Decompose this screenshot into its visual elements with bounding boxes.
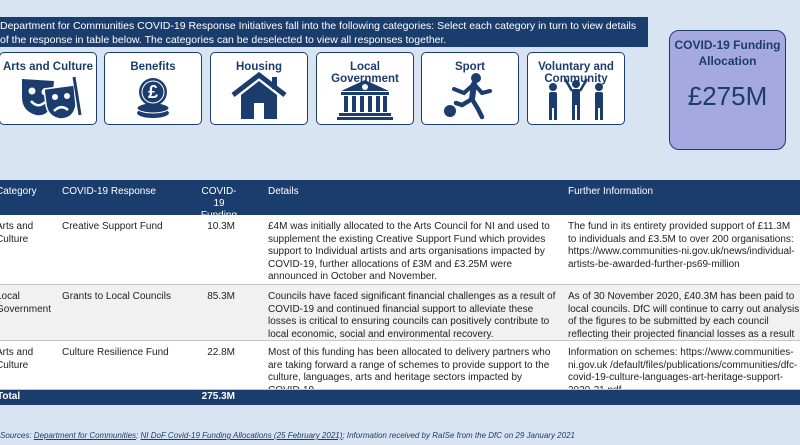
sources-suffix: ; Information received by RaISe from the… [342, 431, 575, 440]
category-label: Sport [454, 61, 486, 73]
category-label: Housing [236, 61, 282, 73]
category-local-government[interactable]: Local Government [316, 52, 414, 125]
category-label: Voluntary and Community [538, 61, 614, 85]
funding-amount: £275M [687, 81, 768, 111]
cell-info: As of 30 November 2020, £40.3M has been … [568, 291, 800, 340]
table-header: Category COVID-19 Response COVID-19 Fund… [0, 180, 800, 233]
government-building-icon [337, 80, 393, 120]
intro-banner: Department for Communities COVID-19 Resp… [0, 17, 648, 47]
table-row[interactable]: Local Government Grants to Local Council… [0, 285, 800, 341]
category-label: Local Government [331, 61, 399, 85]
table-row[interactable]: Arts and Culture Culture Resilience Fund… [0, 341, 800, 390]
table-row[interactable]: Arts and Culture Creative Support Fund 1… [0, 215, 800, 285]
house-icon [231, 71, 287, 119]
category-label: Arts and Culture [2, 61, 94, 73]
table-total-row: Total 275.3M [0, 390, 800, 405]
header-details[interactable]: Details [268, 186, 299, 197]
cell-category: Arts and Culture [0, 347, 34, 371]
cell-details: Councils have faced significant financia… [268, 291, 556, 340]
category-label: Benefits [130, 61, 176, 73]
svg-text:£: £ [148, 82, 158, 102]
total-value: 275.3M [201, 391, 235, 402]
people-group-icon [549, 78, 603, 120]
category-voluntary-and-community[interactable]: Voluntary and Community [527, 52, 625, 125]
cell-response: Culture Resilience Fund [62, 347, 169, 358]
category-benefits[interactable]: Benefits £ [104, 52, 202, 125]
football-player-icon [444, 73, 492, 120]
cell-details: Most of this funding has been allocated … [268, 347, 551, 390]
sources-separator: ; [136, 431, 141, 440]
header-category[interactable]: Category [0, 186, 37, 197]
cell-funding: 10.3M [207, 221, 235, 232]
cell-category: Arts and Culture [0, 221, 34, 245]
category-housing[interactable]: Housing [210, 52, 308, 125]
intro-text: Department for Communities COVID-19 Resp… [0, 20, 637, 46]
cell-response: Grants to Local Councils [62, 291, 171, 302]
funding-allocation-card: COVID-19 Funding Allocation £275M [669, 30, 786, 150]
cell-funding: 85.3M [207, 291, 235, 302]
sources-footnote: Sources: Department for Communities; NI … [0, 431, 800, 440]
total-label: Total [0, 391, 21, 402]
category-sport[interactable]: Sport [421, 52, 519, 125]
cell-info: The fund in its entirety provided suppor… [568, 221, 795, 270]
header-info[interactable]: Further Information [568, 186, 654, 197]
category-arts-and-culture[interactable]: Arts and Culture [0, 52, 97, 125]
header-response[interactable]: COVID-19 Response [62, 186, 156, 197]
source-link-dof[interactable]: NI DoF Covid-19 Funding Allocations (25 … [140, 431, 343, 440]
cell-info: Information on schemes: https://www.comm… [568, 347, 798, 390]
sources-prefix: Sources: [0, 431, 34, 440]
cell-response: Creative Support Fund [62, 221, 163, 232]
pound-coin-icon: £ [136, 78, 170, 118]
funding-label: COVID-19 Funding Allocation [674, 38, 781, 68]
cell-details: £4M was initially allocated to the Arts … [268, 221, 550, 282]
source-link-dfc[interactable]: Department for Communities [33, 431, 137, 440]
cell-category: Local Government [0, 291, 52, 315]
cell-funding: 22.8M [207, 347, 235, 358]
theatre-masks-icon [22, 76, 82, 120]
